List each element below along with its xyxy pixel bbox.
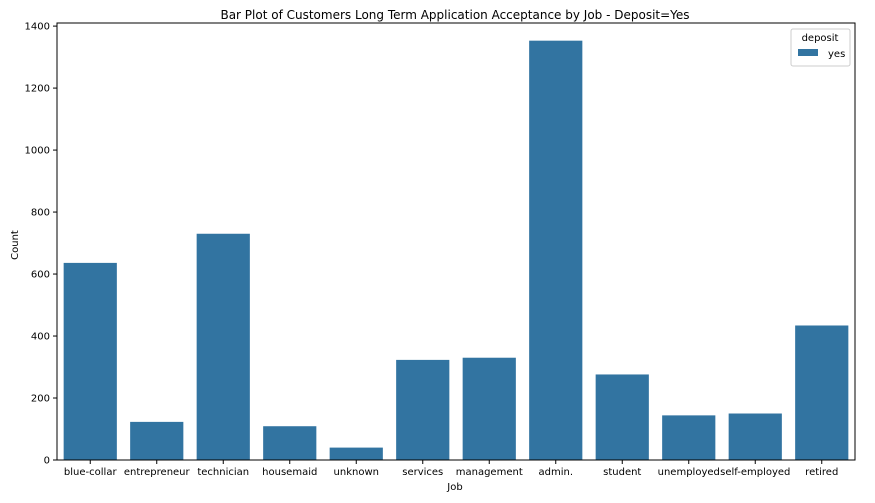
x-tick-label: unemployed [658, 467, 720, 478]
bar-self-employed [728, 413, 782, 460]
legend: deposit yes [790, 28, 851, 67]
bar-management [462, 357, 516, 460]
bar-blue-collar [63, 262, 117, 460]
y-tick-label: 400 [31, 332, 50, 343]
x-tick-label: retired [805, 467, 838, 478]
x-tick-label: admin. [538, 467, 573, 478]
chart-title: Bar Plot of Customers Long Term Applicat… [220, 8, 689, 22]
x-tick-label: technician [197, 467, 249, 478]
x-tick-label: student [603, 467, 641, 478]
x-tick-label: entrepreneur [124, 467, 191, 478]
y-tick-label: 600 [31, 270, 50, 281]
y-tick-label: 1400 [25, 22, 50, 33]
legend-title: deposit [802, 33, 839, 44]
x-tick-label: services [402, 467, 443, 478]
legend-entry-yes: yes [828, 49, 845, 60]
y-tick-label: 1200 [25, 84, 50, 95]
y-tick-label: 800 [31, 208, 50, 219]
bar-unemployed [662, 415, 716, 460]
bar-technician [196, 233, 250, 460]
x-tick-label: blue-collar [64, 467, 118, 478]
y-tick-label: 200 [31, 394, 50, 405]
x-tick-label: management [456, 467, 523, 478]
x-tick-label: unknown [334, 467, 379, 478]
plot-area: 0 200 400 600 800 1000 1200 1400 blue-collar entr… [25, 22, 856, 478]
x-axis-label: Job [446, 482, 462, 493]
bar-unknown [329, 447, 383, 460]
x-tick-label: self-employed [720, 467, 790, 478]
y-axis-label: Count [10, 230, 21, 260]
legend-frame [790, 28, 851, 67]
bar-entrepreneur [130, 421, 184, 460]
plot-frame [56, 22, 856, 461]
bar-admin. [529, 40, 583, 461]
bar-housemaid [263, 426, 317, 460]
bar-services [396, 359, 450, 460]
bar-retired [795, 325, 849, 460]
x-tick-label: housemaid [262, 467, 317, 478]
bar-student [595, 374, 649, 460]
legend-swatch [798, 49, 818, 56]
y-tick-label: 0 [44, 456, 50, 467]
y-tick-label: 1000 [25, 146, 50, 157]
